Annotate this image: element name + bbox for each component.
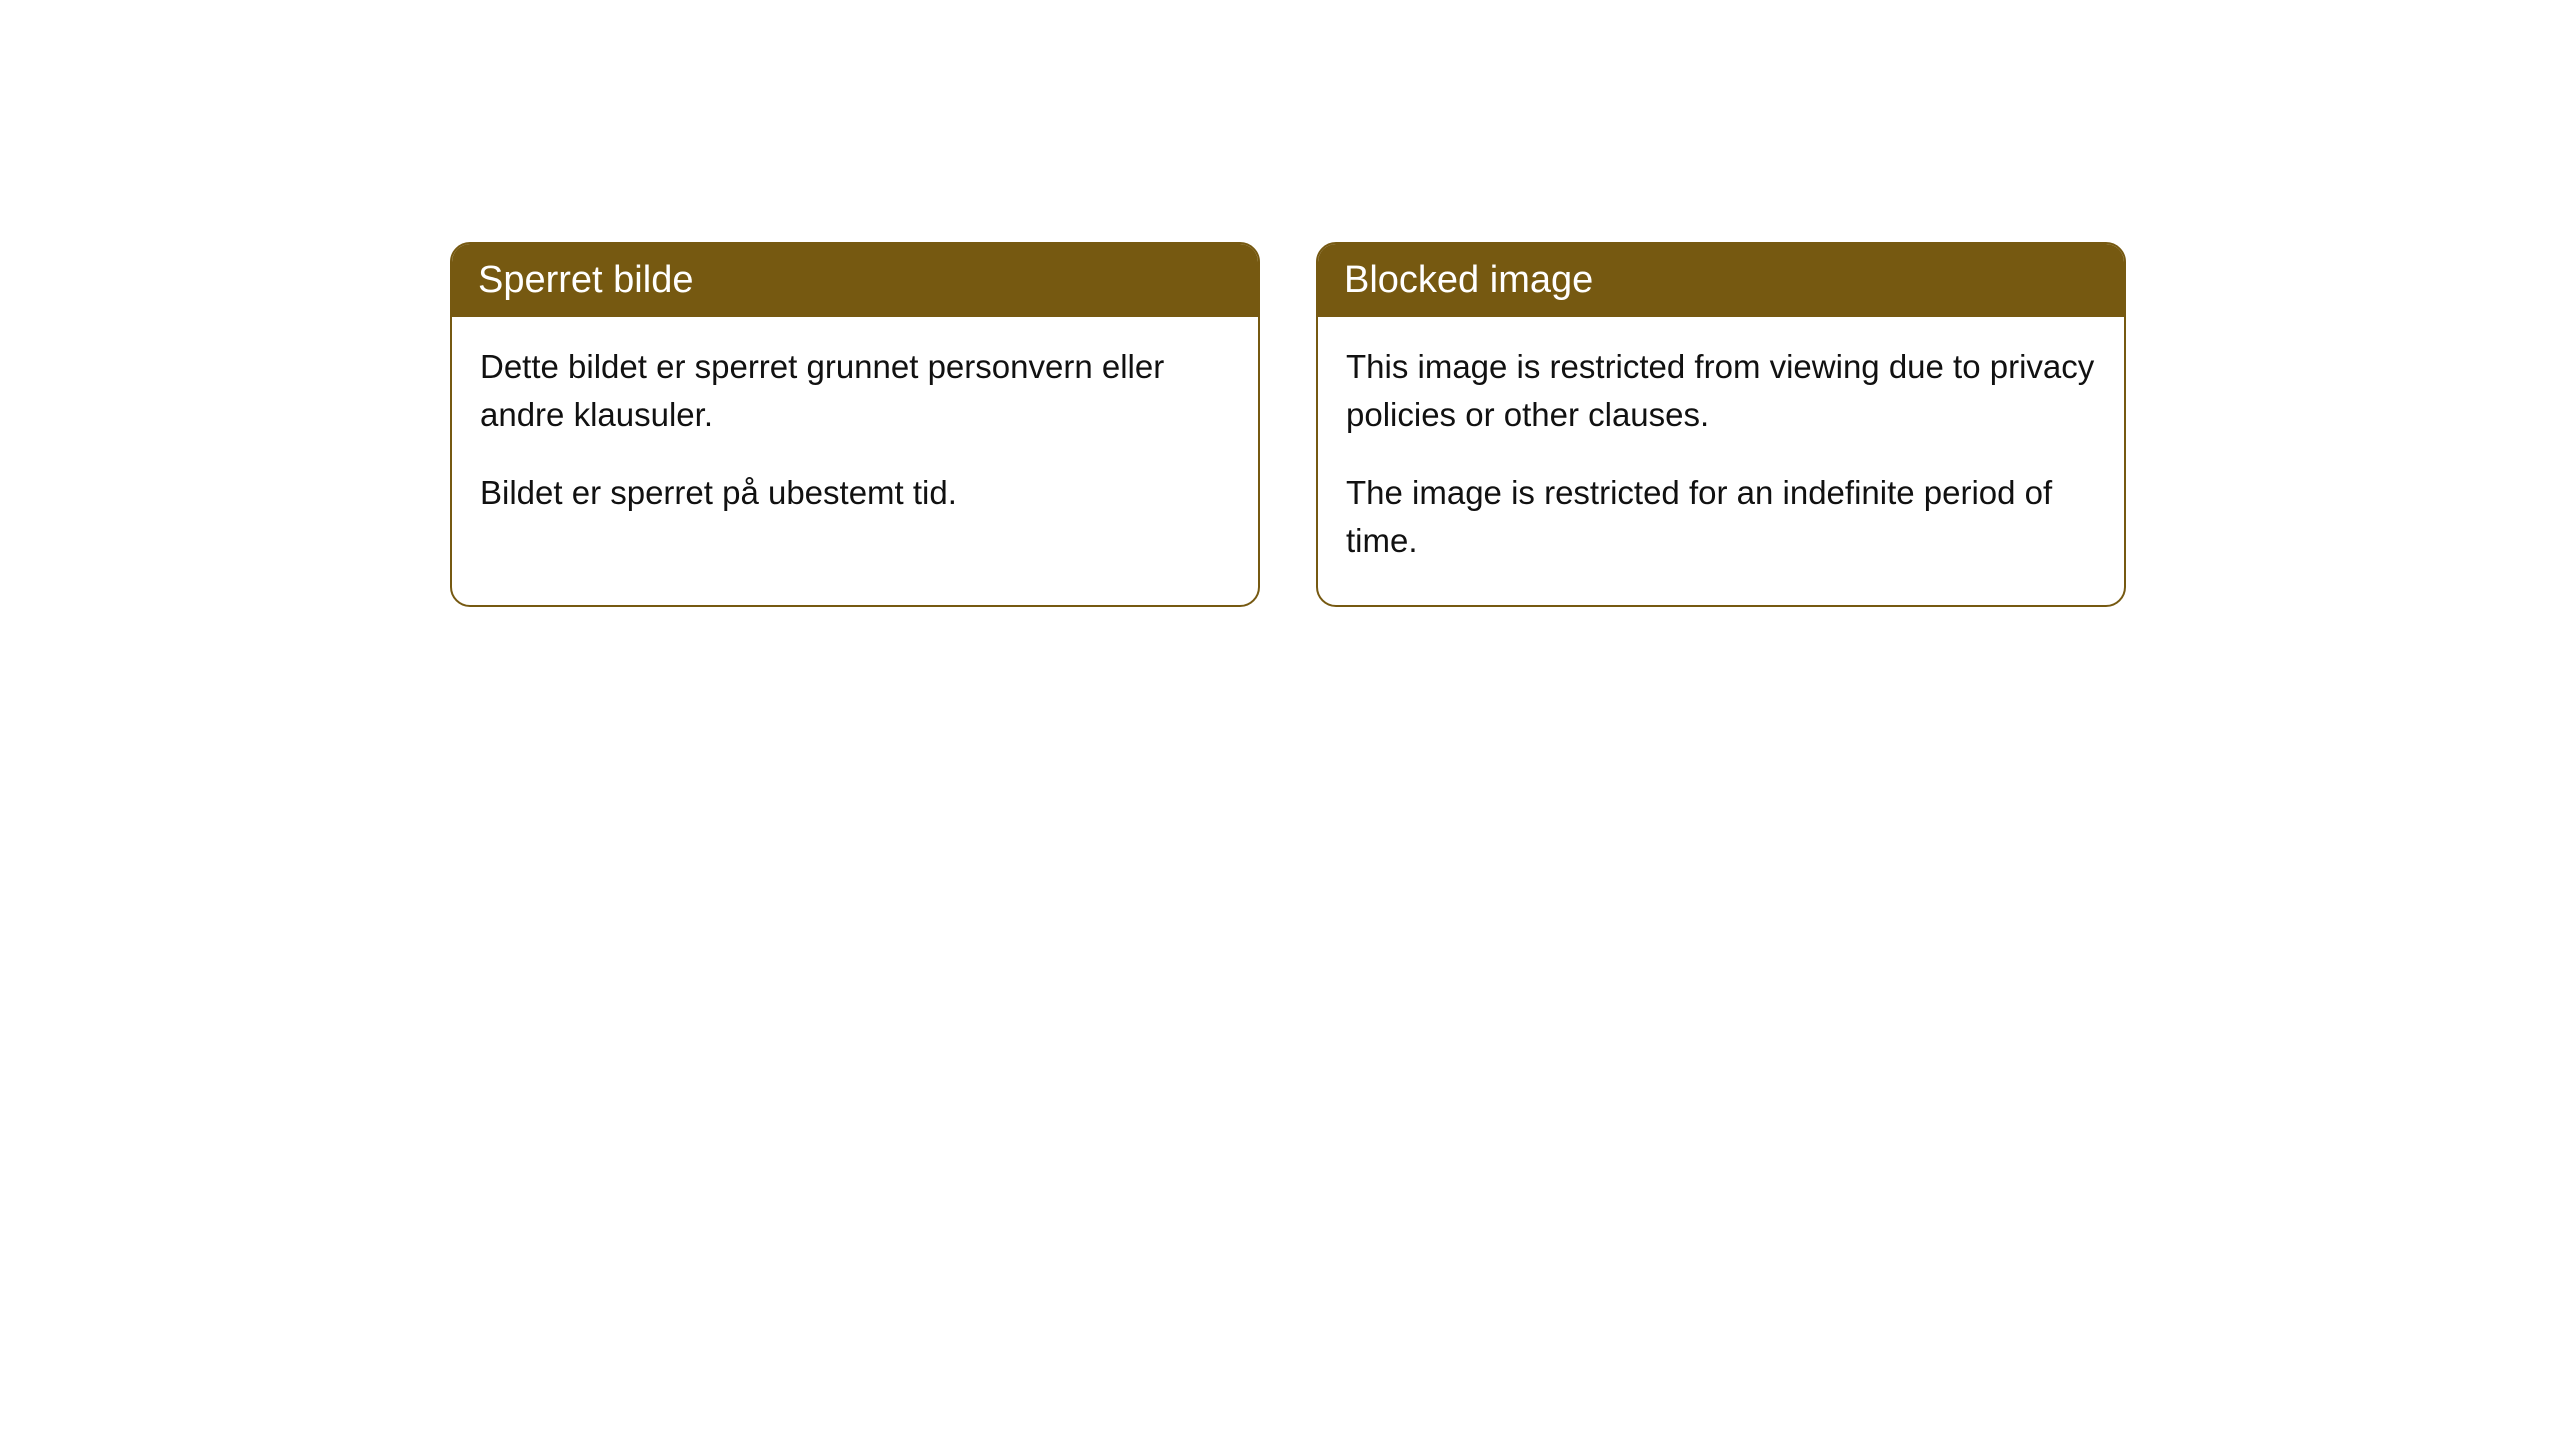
card-title: Sperret bilde bbox=[478, 259, 693, 301]
notice-card-english: Blocked image This image is restricted f… bbox=[1316, 242, 2126, 607]
card-paragraph: This image is restricted from viewing du… bbox=[1346, 343, 2096, 439]
card-body: This image is restricted from viewing du… bbox=[1318, 317, 2124, 604]
notice-card-norwegian: Sperret bilde Dette bildet er sperret gr… bbox=[450, 242, 1260, 607]
card-paragraph: Bildet er sperret på ubestemt tid. bbox=[480, 469, 1230, 517]
notice-cards-container: Sperret bilde Dette bildet er sperret gr… bbox=[0, 0, 2560, 607]
card-paragraph: Dette bildet er sperret grunnet personve… bbox=[480, 343, 1230, 439]
card-header: Blocked image bbox=[1318, 244, 2124, 317]
card-body: Dette bildet er sperret grunnet personve… bbox=[452, 317, 1258, 557]
card-title: Blocked image bbox=[1344, 259, 1593, 301]
card-paragraph: The image is restricted for an indefinit… bbox=[1346, 469, 2096, 565]
card-header: Sperret bilde bbox=[452, 244, 1258, 317]
